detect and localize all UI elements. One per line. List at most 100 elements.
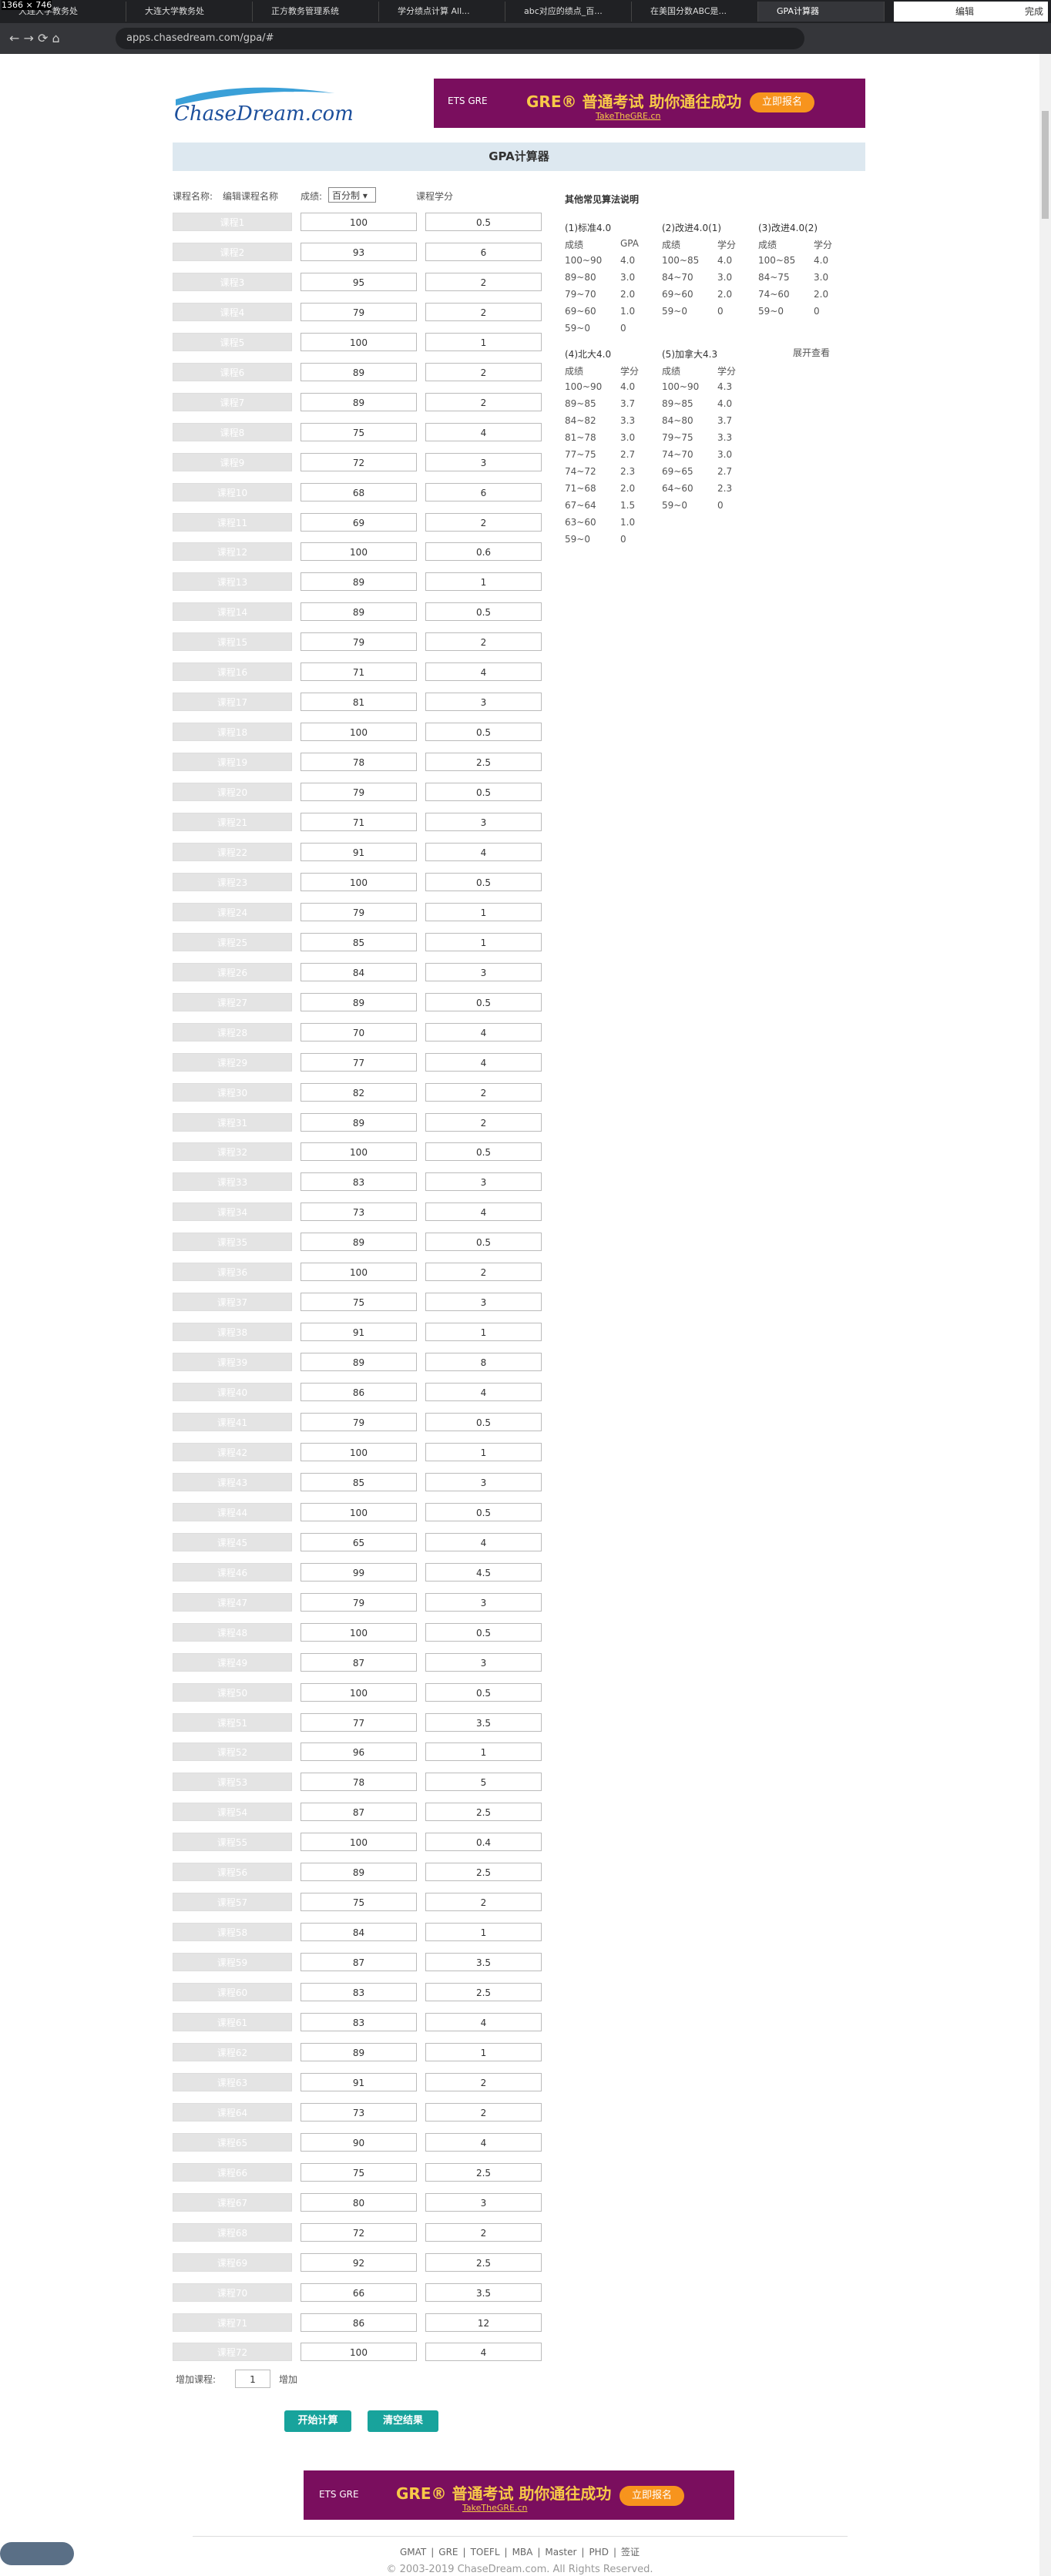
course-credit[interactable]: 2 [425,632,542,652]
course-credit[interactable]: 2.5 [425,2252,542,2272]
course-name[interactable]: 课程6 [173,362,292,381]
course-score[interactable]: 81 [301,693,417,712]
course-name[interactable]: 课程27 [173,992,292,1011]
edit-btn[interactable]: 编辑 [955,6,975,17]
course-score[interactable]: 90 [301,2132,417,2152]
course-credit[interactable]: 2 [425,392,542,411]
course-score[interactable]: 79 [301,783,417,802]
course-credit[interactable]: 1 [425,902,542,921]
course-name[interactable]: 课程50 [173,1682,292,1702]
course-credit[interactable]: 8 [425,1353,542,1372]
course-name[interactable]: 课程34 [173,1202,292,1222]
course-credit[interactable]: 2 [425,272,542,291]
course-name[interactable]: 课程1 [173,213,292,231]
course-score[interactable]: 99 [301,1562,417,1581]
course-score[interactable]: 65 [301,1532,417,1551]
course-credit[interactable]: 0.5 [425,992,542,1011]
course-credit[interactable]: 4 [425,1052,542,1072]
course-score[interactable]: 73 [301,1202,417,1222]
course-credit[interactable]: 6 [425,242,542,261]
course-name[interactable]: 课程52 [173,1742,292,1762]
course-score[interactable]: 79 [301,1592,417,1612]
expand-link[interactable]: 展开查看 [793,347,831,358]
course-credit[interactable]: 3.5 [425,1953,542,1972]
course-name[interactable]: 课程36 [173,1263,292,1282]
course-score[interactable]: 89 [301,2042,417,2061]
course-score[interactable]: 95 [301,272,417,291]
course-name[interactable]: 课程21 [173,813,292,831]
course-credit[interactable]: 2 [425,362,542,381]
course-credit[interactable]: 2 [425,1082,542,1102]
course-credit[interactable]: 2.5 [425,753,542,772]
tab[interactable]: abc对应的绩点_百... [505,2,632,22]
course-score[interactable]: 75 [301,422,417,441]
course-score[interactable]: 72 [301,452,417,471]
course-score[interactable]: 71 [301,813,417,831]
course-score[interactable]: 68 [301,482,417,501]
course-credit[interactable]: 0.5 [425,783,542,802]
course-name[interactable]: 课程17 [173,693,292,712]
course-credit[interactable]: 1 [425,1742,542,1762]
course-credit[interactable]: 3.5 [425,1712,542,1732]
course-name[interactable]: 课程18 [173,723,292,742]
course-credit[interactable]: 1 [425,1923,542,1942]
course-score[interactable]: 79 [301,1413,417,1431]
course-name[interactable]: 课程41 [173,1413,292,1431]
course-name[interactable]: 课程68 [173,2222,292,2242]
course-score[interactable]: 84 [301,1923,417,1942]
course-score[interactable]: 75 [301,2162,417,2182]
course-name[interactable]: 课程19 [173,753,292,772]
footer-link[interactable]: Master [545,2547,577,2558]
course-name[interactable]: 课程25 [173,932,292,951]
course-score[interactable]: 93 [301,242,417,261]
course-credit[interactable]: 4 [425,422,542,441]
course-score[interactable]: 86 [301,2313,417,2332]
course-credit[interactable]: 4 [425,1383,542,1402]
course-credit[interactable]: 3 [425,813,542,831]
course-credit[interactable]: 12 [425,2313,542,2332]
course-name[interactable]: 课程33 [173,1172,292,1192]
footer-link[interactable]: GMAT [399,2547,427,2558]
tab[interactable]: 在美国分数ABC是... [632,2,758,22]
course-credit[interactable]: 4 [425,2343,542,2362]
course-credit[interactable]: 4.5 [425,1562,542,1581]
footer-link[interactable]: GRE [438,2547,458,2558]
course-score[interactable]: 100 [301,1502,417,1521]
course-name[interactable]: 课程11 [173,512,292,532]
course-credit[interactable]: 0.4 [425,1833,542,1852]
course-score[interactable]: 75 [301,1293,417,1312]
course-name[interactable]: 课程13 [173,572,292,592]
course-credit[interactable]: 3.5 [425,2283,542,2302]
course-name[interactable]: 课程71 [173,2313,292,2332]
course-name[interactable]: 课程31 [173,1112,292,1132]
footer-link[interactable]: TOEFL [470,2547,500,2558]
course-name[interactable]: 课程64 [173,2102,292,2122]
course-name[interactable]: 课程7 [173,392,292,411]
course-score[interactable]: 80 [301,2192,417,2212]
course-credit[interactable]: 6 [425,482,542,501]
course-name[interactable]: 课程48 [173,1622,292,1642]
course-name[interactable]: 课程9 [173,452,292,471]
course-credit[interactable]: 4 [425,1202,542,1222]
course-name[interactable]: 课程20 [173,783,292,802]
course-name[interactable]: 课程37 [173,1293,292,1312]
course-name[interactable]: 课程63 [173,2072,292,2091]
course-score[interactable]: 91 [301,2072,417,2091]
course-name[interactable]: 课程45 [173,1532,292,1551]
course-credit[interactable]: 2 [425,512,542,532]
course-credit[interactable]: 3 [425,1472,542,1491]
course-score[interactable]: 77 [301,1712,417,1732]
course-credit[interactable]: 1 [425,1323,542,1342]
course-score[interactable]: 71 [301,662,417,682]
course-name[interactable]: 课程46 [173,1562,292,1581]
course-score[interactable]: 83 [301,1983,417,2002]
url[interactable]: apps.chasedream.com/gpa/# [116,28,804,49]
course-score[interactable]: 85 [301,932,417,951]
course-credit[interactable]: 3 [425,693,542,712]
course-name[interactable]: 课程16 [173,662,292,682]
course-name[interactable]: 课程60 [173,1983,292,2002]
course-score[interactable]: 100 [301,1833,417,1852]
ime-widget[interactable] [0,2542,74,2565]
course-score[interactable]: 83 [301,2013,417,2031]
course-name[interactable]: 课程56 [173,1863,292,1882]
